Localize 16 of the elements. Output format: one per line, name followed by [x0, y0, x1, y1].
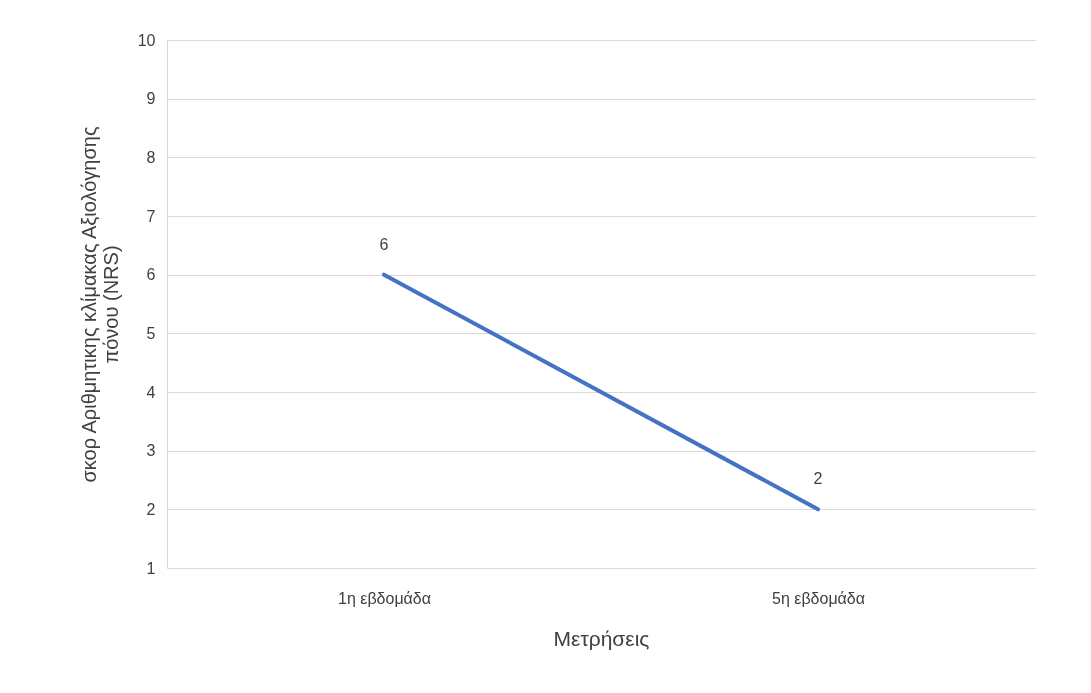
x-axis-title: Μετρήσεις	[553, 626, 650, 650]
y-tick-label: 4	[146, 383, 156, 401]
y-tick-label: 7	[146, 207, 156, 225]
data-label: 6	[379, 235, 389, 253]
x-tick-label: 5η εβδομάδα	[771, 589, 866, 607]
y-tick-label: 6	[146, 266, 156, 284]
y-tick-label: 1	[146, 559, 156, 577]
y-tick-label: 8	[146, 148, 156, 166]
data-label: 2	[813, 470, 823, 488]
x-tick-label: 1η εβδομάδα	[337, 589, 432, 607]
y-tick-label: 10	[137, 31, 156, 49]
y-tick-label: 2	[146, 500, 156, 518]
y-tick-label: 9	[146, 90, 156, 108]
y-tick-label: 5	[146, 324, 156, 342]
y-tick-label: 3	[146, 442, 156, 460]
y-axis-title: σκορ Αριθμητικης κλίμακας Αξιολόγησης πόνου (NRS)	[77, 126, 122, 483]
